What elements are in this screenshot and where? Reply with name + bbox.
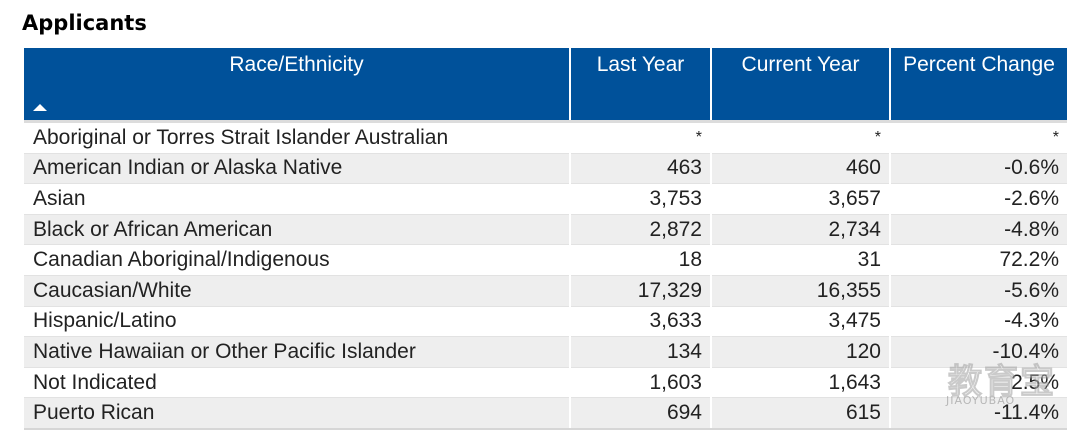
cell-last-year: *	[569, 120, 711, 154]
cell-last-year: 3,633	[569, 305, 711, 337]
cell-percent-change: 2.5%	[889, 366, 1067, 398]
cell-race-ethnicity: Aboriginal or Torres Strait Islander Aus…	[24, 120, 570, 154]
cell-last-year: 17,329	[569, 274, 711, 307]
table-row: Aboriginal or Torres Strait Islander Aus…	[24, 120, 1067, 154]
cell-last-year: 134	[569, 336, 711, 368]
cell-race-ethnicity: American Indian or Alaska Native	[24, 152, 570, 184]
cell-percent-change: -5.6%	[889, 274, 1067, 307]
cell-race-ethnicity: Hispanic/Latino	[24, 305, 570, 337]
column-header-last-year[interactable]: Last Year	[569, 48, 711, 122]
cell-race-ethnicity: Puerto Rican	[24, 397, 570, 430]
table-row: Native Hawaiian or Other Pacific Islande…	[24, 336, 1067, 368]
table-row: Not Indicated 1,603 1,643 2.5%	[24, 366, 1067, 398]
cell-percent-change: -0.6%	[889, 152, 1067, 184]
cell-percent-change: 72.2%	[889, 244, 1067, 276]
table-row: Asian 3,753 3,657 -2.6%	[24, 183, 1067, 215]
cell-current-year: 31	[710, 244, 890, 276]
sort-ascending-icon[interactable]	[33, 104, 47, 111]
column-header-percent-change[interactable]: Percent Change	[889, 48, 1067, 122]
column-header-label: Last Year	[596, 53, 685, 76]
table-row: Hispanic/Latino 3,633 3,475 -4.3%	[24, 305, 1067, 337]
page-title: Applicants	[22, 11, 147, 35]
cell-percent-change: -4.8%	[889, 213, 1067, 245]
cell-percent-change: -4.3%	[889, 305, 1067, 337]
cell-percent-change: -11.4%	[889, 397, 1067, 430]
cell-race-ethnicity: Canadian Aboriginal/Indigenous	[24, 244, 570, 276]
cell-current-year: 1,643	[710, 366, 890, 398]
cell-current-year: *	[710, 120, 890, 154]
cell-current-year: 120	[710, 336, 890, 368]
cell-last-year: 3,753	[569, 183, 711, 215]
cell-current-year: 3,475	[710, 305, 890, 337]
cell-current-year: 3,657	[710, 183, 890, 215]
applicants-table: Race/Ethnicity Last Year Current Year Pe…	[24, 48, 1067, 430]
cell-percent-change: -2.6%	[889, 183, 1067, 215]
cell-current-year: 615	[710, 397, 890, 430]
table-row: Black or African American 2,872 2,734 -4.8%	[24, 213, 1067, 245]
column-header-label: Race/Ethnicity	[229, 53, 364, 76]
column-header-label: Percent Change	[903, 53, 1055, 76]
cell-current-year: 460	[710, 152, 890, 184]
cell-last-year: 1,603	[569, 366, 711, 398]
cell-race-ethnicity: Asian	[24, 183, 570, 215]
table-row: Canadian Aboriginal/Indigenous 18 31 72.2%	[24, 244, 1067, 276]
column-header-race-ethnicity[interactable]: Race/Ethnicity	[24, 48, 570, 122]
cell-current-year: 16,355	[710, 274, 890, 307]
column-header-current-year[interactable]: Current Year	[710, 48, 890, 122]
cell-race-ethnicity: Not Indicated	[24, 366, 570, 398]
table-row: Caucasian/White 17,329 16,355 -5.6%	[24, 274, 1067, 307]
cell-last-year: 694	[569, 397, 711, 430]
cell-last-year: 18	[569, 244, 711, 276]
header-row: Race/Ethnicity Last Year Current Year Pe…	[24, 48, 1067, 122]
cell-race-ethnicity: Caucasian/White	[24, 274, 570, 307]
cell-last-year: 2,872	[569, 213, 711, 245]
cell-percent-change: *	[889, 120, 1067, 154]
column-header-label: Current Year	[741, 53, 860, 76]
cell-last-year: 463	[569, 152, 711, 184]
cell-race-ethnicity: Native Hawaiian or Other Pacific Islande…	[24, 336, 570, 368]
cell-percent-change: -10.4%	[889, 336, 1067, 368]
table-row: American Indian or Alaska Native 463 460 -0…	[24, 152, 1067, 184]
cell-race-ethnicity: Black or African American	[24, 213, 570, 245]
table-row: Puerto Rican 694 615 -11.4%	[24, 397, 1067, 430]
cell-current-year: 2,734	[710, 213, 890, 245]
